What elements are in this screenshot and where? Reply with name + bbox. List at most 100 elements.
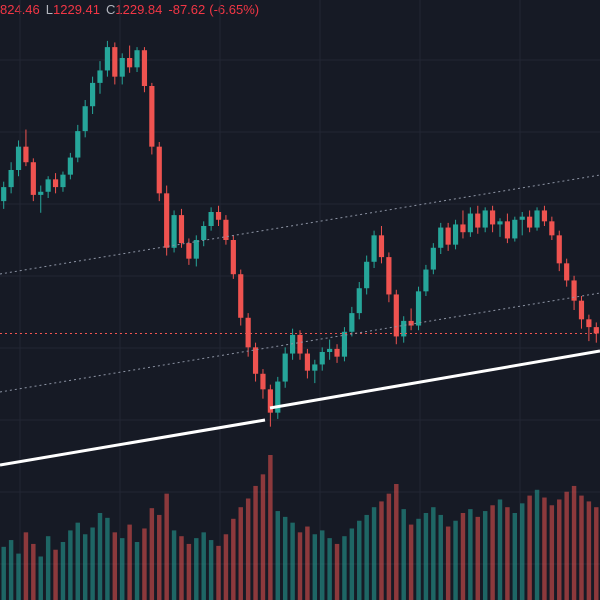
volume-bar — [534, 489, 540, 600]
volume-bar — [238, 507, 243, 600]
volume-bar — [482, 511, 488, 600]
volume-bar — [120, 538, 125, 600]
volume-bar — [253, 485, 258, 600]
volume-bar — [542, 497, 547, 600]
volume-bar — [8, 540, 14, 600]
volume-bar — [468, 509, 473, 600]
candle-body — [438, 227, 444, 248]
candle-body — [67, 157, 73, 175]
candle-body — [541, 210, 548, 222]
volume-bar — [90, 527, 95, 600]
volume-bar — [460, 513, 466, 600]
volume-bar — [394, 484, 399, 600]
candle-body — [208, 212, 214, 226]
candle-body — [164, 193, 170, 248]
volume-bar — [245, 498, 251, 600]
volume-bar — [112, 532, 118, 600]
volume-bar — [260, 474, 266, 600]
volume-bar — [490, 505, 495, 600]
candle-body — [215, 212, 222, 220]
candle-body — [512, 219, 518, 239]
volume-bar — [194, 538, 199, 600]
candle-body — [549, 221, 555, 236]
ohlc-legend: 824.46 L 1229.41 C 1229.84 -87.62 (-6.65… — [0, 0, 259, 18]
candle-body — [171, 215, 177, 248]
candle-body — [82, 106, 88, 132]
volume-bar — [357, 520, 362, 600]
volume-bar — [223, 534, 229, 600]
volume-bar — [594, 507, 599, 600]
candle-body — [15, 146, 22, 170]
volume-bar — [408, 524, 414, 600]
candle-body — [312, 364, 318, 371]
channel-upper-line — [0, 174, 600, 275]
volume-bar — [282, 516, 288, 600]
candle-body — [260, 373, 266, 390]
candle-body — [356, 288, 362, 314]
volume-bar — [82, 534, 88, 600]
volume-bar — [164, 493, 169, 600]
volume-bar — [179, 536, 184, 600]
volume-bar — [149, 508, 155, 600]
low-value: 1229.41 — [53, 1, 100, 17]
candle-body — [571, 280, 577, 301]
candle-body — [386, 257, 392, 295]
candle-body — [97, 70, 103, 83]
candle-body — [482, 210, 488, 228]
volume-bar — [208, 540, 214, 600]
candle-body — [460, 224, 466, 233]
volume-bars — [1, 455, 599, 600]
candle-body — [141, 50, 148, 86]
candle-body — [408, 320, 414, 326]
volume-bar — [327, 538, 332, 600]
candles — [1, 40, 599, 427]
candle-body — [371, 235, 377, 262]
candle-body — [119, 58, 125, 77]
volume-bar — [297, 532, 303, 600]
candle-body — [127, 58, 133, 68]
channel-lower-line — [0, 292, 600, 393]
volume-bar — [1, 546, 6, 600]
candle-body — [586, 319, 592, 328]
candle-body — [304, 353, 310, 371]
volume-bar — [231, 518, 236, 600]
volume-bar — [68, 530, 73, 600]
volume-bar — [431, 507, 436, 600]
volume-bar — [401, 509, 406, 600]
volume-bar — [386, 493, 392, 600]
candle-body — [149, 86, 155, 147]
candle-body — [193, 240, 199, 259]
volume-bar — [127, 524, 132, 600]
candle-body — [430, 247, 436, 270]
volume-bar — [423, 513, 429, 600]
candle-body — [156, 146, 162, 194]
volume-bar — [201, 532, 206, 600]
volume-bar — [45, 536, 51, 600]
volume-bar — [290, 522, 295, 600]
candle-body — [8, 170, 14, 188]
candle-body — [112, 47, 118, 77]
candle-body — [534, 210, 540, 228]
volume-bar — [586, 501, 592, 600]
candle-body — [327, 348, 333, 352]
candle-body — [23, 146, 29, 163]
candle-body — [364, 261, 370, 289]
volume-bar — [379, 501, 384, 600]
volume-bar — [334, 543, 340, 600]
volume-bar — [520, 503, 525, 600]
change-value: -87.62 — [168, 1, 206, 17]
candle-body — [201, 226, 207, 240]
candle-body — [104, 47, 110, 71]
candle-body — [52, 179, 59, 188]
volume-bar — [342, 536, 347, 600]
volume-bar — [75, 522, 80, 600]
trendline-upper — [269, 349, 600, 410]
candle-body — [297, 334, 303, 354]
candle-body — [519, 216, 525, 220]
candle-body — [527, 216, 533, 228]
volume-bar — [438, 514, 443, 600]
candle-body — [401, 320, 407, 337]
volume-bar — [445, 526, 451, 600]
volume-bar — [475, 516, 480, 600]
